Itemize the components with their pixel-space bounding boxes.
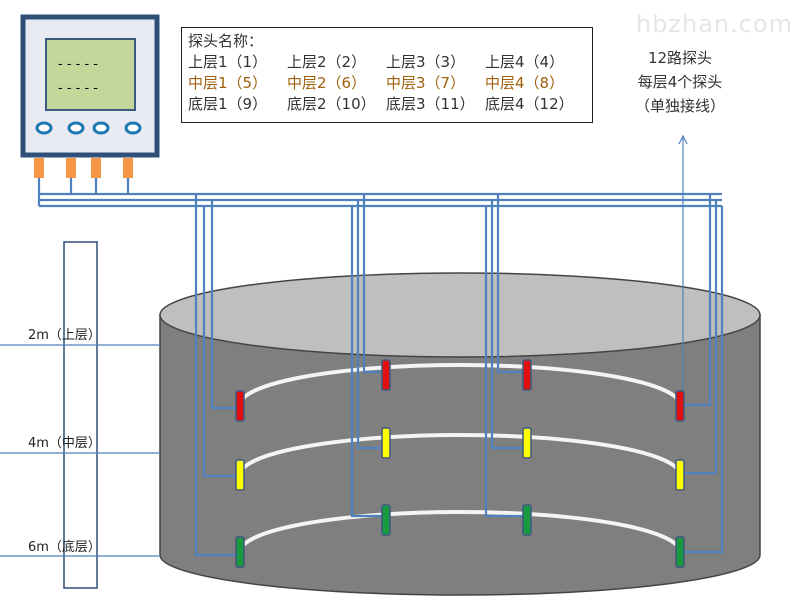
probe-8 (675, 459, 685, 491)
probe-legend: 探头名称： 上层1（1） 上层2（2） 上层3（3） 上层4（4） 中层1（5） 中层2… (181, 27, 593, 123)
probe-7 (522, 427, 532, 459)
probe-11 (522, 504, 532, 536)
controller-device: - - - - - - - - - - (20, 14, 160, 178)
legend-title: 探头名称： (188, 32, 264, 50)
probe-12 (675, 536, 685, 568)
note-line: 每层4个探头 (637, 73, 723, 91)
level-label-middle: 4m（中层） (28, 436, 101, 451)
legend-item: 底层2（10） (287, 95, 376, 113)
legend-item: 底层3（11） (386, 95, 475, 113)
level-lines (0, 344, 160, 557)
watermark: hbzhan.com (635, 10, 793, 38)
level-label-bottom: 6m（底层） (28, 540, 101, 555)
arrow (678, 134, 688, 390)
depth-ruler (63, 241, 98, 589)
legend-item: 中层4（8） (485, 74, 565, 92)
probe-5 (235, 459, 245, 491)
probe-3 (522, 359, 532, 391)
button-2 (67, 121, 85, 135)
legend-item: 底层1（9） (188, 95, 268, 113)
legend-item: 上层1（1） (188, 53, 268, 71)
level-label-upper: 2m（上层） (28, 328, 101, 343)
legend-item: 底层4（12） (485, 95, 574, 113)
note-line: （单独接线） (634, 97, 725, 115)
probe-10 (381, 504, 391, 536)
note-line: 12路探头 (647, 49, 713, 67)
probe-6 (381, 427, 391, 459)
legend-item: 上层2（2） (287, 53, 367, 71)
tank (159, 272, 761, 596)
legend-item: 中层2（6） (287, 74, 367, 92)
display-line-1: - - - - - (58, 57, 98, 72)
probe-note: 12路探头 每层4个探头 （单独接线） (600, 46, 760, 118)
legend-item: 中层1（5） (188, 74, 268, 92)
button-1 (35, 121, 53, 135)
probe-1 (235, 390, 245, 422)
legend-item: 上层4（4） (485, 53, 565, 71)
display-line-2: - - - - - (58, 81, 98, 96)
legend-row-middle: 中层1（5） 中层2（6） 中层3（7） 中层4（8） (188, 73, 586, 94)
wires (37, 178, 724, 557)
legend-item: 上层3（3） (386, 53, 466, 71)
legend-item: 中层3（7） (386, 74, 466, 92)
probe-2 (381, 359, 391, 391)
legend-row-bottom: 底层1（9） 底层2（10） 底层3（11） 底层4（12） (188, 94, 586, 115)
probe-9 (235, 536, 245, 568)
probes (235, 359, 685, 568)
button-3 (92, 121, 110, 135)
button-4 (124, 121, 142, 135)
probe-4 (675, 390, 685, 422)
legend-row-upper: 上层1（1） 上层2（2） 上层3（3） 上层4（4） (188, 52, 586, 73)
